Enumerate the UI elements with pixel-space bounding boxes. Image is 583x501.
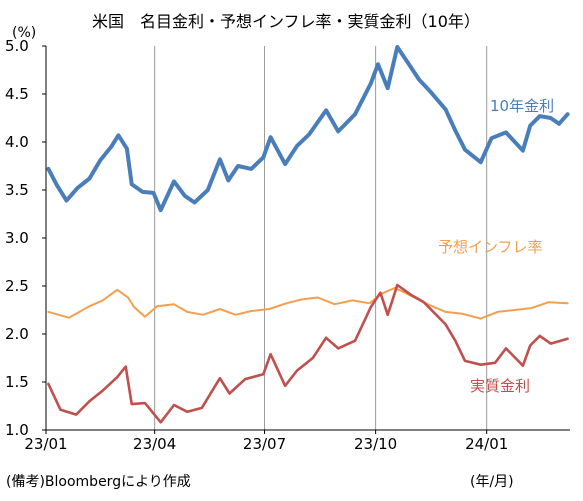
gridlines bbox=[154, 46, 488, 430]
series-label-breakeven-inflation: 予想インフレ率 bbox=[438, 238, 543, 256]
x-axis-tick-labels: 23/01 23/04 23/07 23/10 24/01 bbox=[24, 435, 508, 453]
y-tick-label: 2.0 bbox=[5, 325, 29, 343]
chart-title: 米国 名目金利・予想インフレ率・実質金利（10年） bbox=[92, 12, 480, 31]
y-tick-label: 3.0 bbox=[5, 229, 29, 247]
x-tick-label: 23/01 bbox=[24, 435, 67, 453]
y-axis-unit-label: (%) bbox=[12, 25, 36, 41]
x-tick-label: 23/04 bbox=[133, 435, 176, 453]
y-tick-label: 1.0 bbox=[5, 421, 29, 439]
source-note: (備考)Bloombergにより作成 bbox=[6, 474, 191, 490]
series-line-1 bbox=[47, 286, 569, 320]
series-line-2 bbox=[47, 283, 569, 424]
series-label-nominal-yield: 10年金利 bbox=[490, 97, 554, 115]
y-tick-label: 4.0 bbox=[5, 133, 29, 151]
y-tick-label: 2.5 bbox=[5, 277, 29, 295]
y-tick-label: 5.0 bbox=[5, 37, 29, 55]
x-axis-unit-label: (年/月) bbox=[470, 474, 514, 490]
series-lines bbox=[46, 45, 570, 424]
y-tick-label: 1.5 bbox=[5, 373, 29, 391]
x-tick-label: 24/01 bbox=[465, 435, 508, 453]
series-line-0 bbox=[46, 45, 570, 213]
x-tick-label: 23/07 bbox=[243, 435, 286, 453]
y-axis-tick-labels: 5.0 4.5 4.0 3.5 3.0 2.5 2.0 1.5 1.0 bbox=[5, 37, 29, 439]
y-tick-label: 3.5 bbox=[5, 181, 29, 199]
y-tick-label: 4.5 bbox=[5, 85, 29, 103]
x-tick-label: 23/10 bbox=[354, 435, 397, 453]
axes bbox=[42, 45, 570, 434]
series-label-real-yield: 実質金利 bbox=[470, 377, 530, 395]
